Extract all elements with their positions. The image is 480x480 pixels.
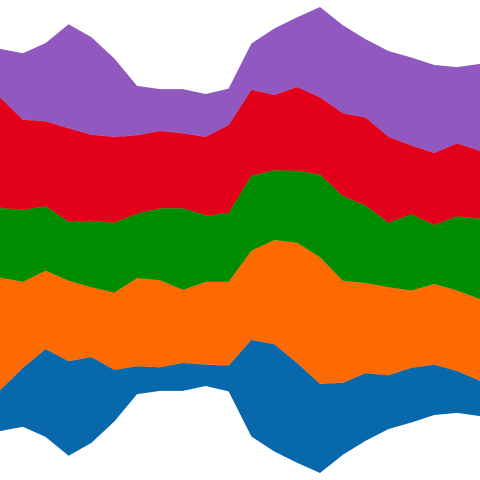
stream-layers [0,7,480,473]
stream-layer-5 [0,7,480,153]
stream-layer-4 [0,87,480,225]
stream-layer-2 [0,240,480,391]
stream-layer-3 [0,170,480,300]
stream-layer-1 [0,339,480,473]
